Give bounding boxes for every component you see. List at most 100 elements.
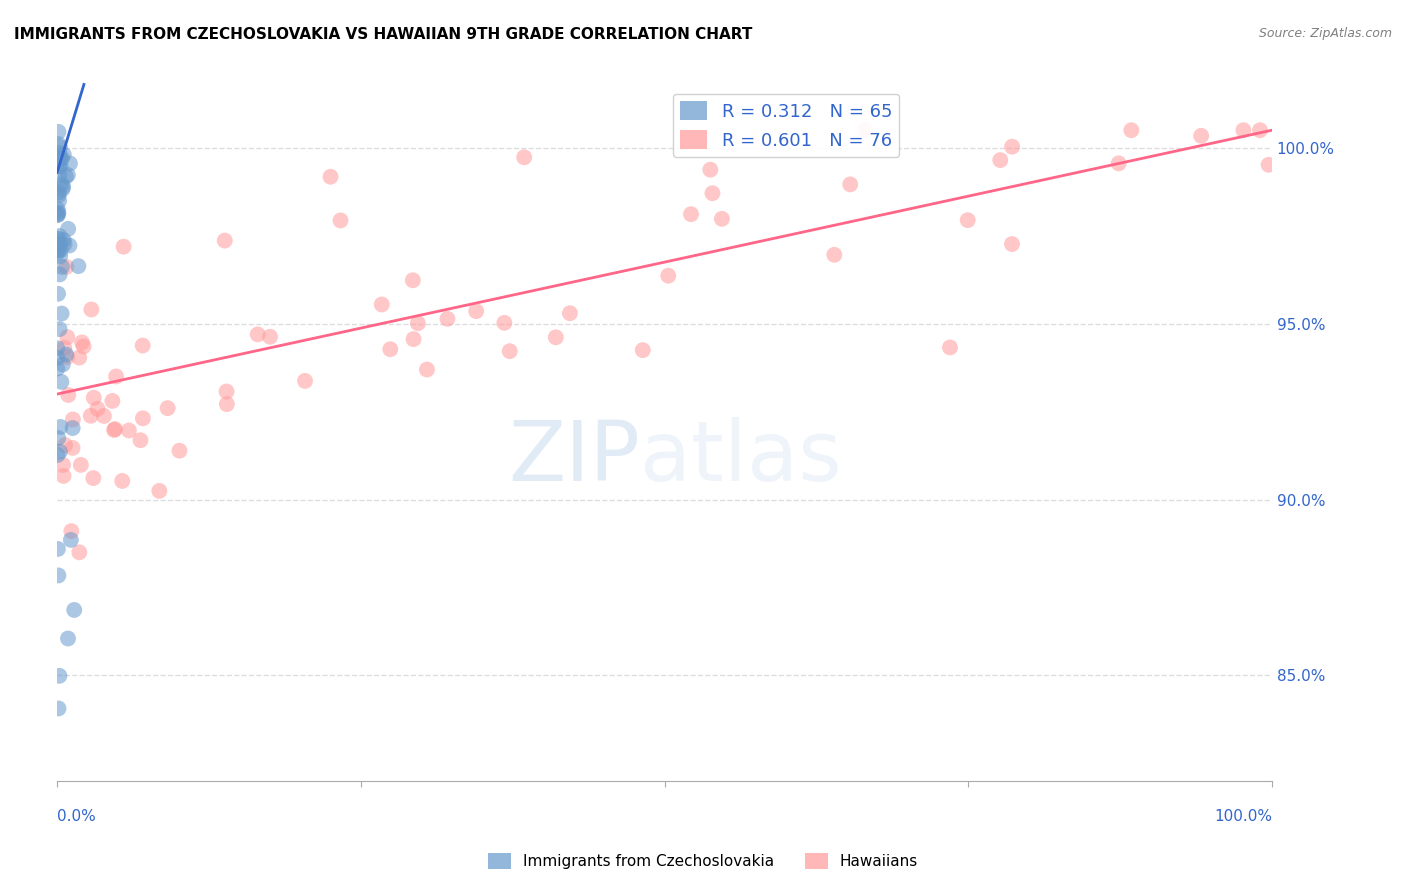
Point	[46, 431, 69, 445]
Point	[402, 332, 425, 346]
Text: 0.0%: 0.0%	[58, 809, 96, 824]
Point	[55, 260, 77, 274]
Point	[988, 153, 1011, 167]
Point	[80, 409, 103, 423]
Point	[62, 441, 84, 455]
Point	[67, 545, 90, 559]
Point	[101, 393, 124, 408]
Point	[46, 245, 69, 260]
Point	[59, 156, 82, 170]
Point	[839, 178, 862, 192]
Point	[132, 411, 155, 425]
Point	[62, 412, 84, 426]
Point	[48, 125, 70, 139]
Point	[51, 375, 73, 389]
Point	[86, 401, 108, 416]
Point	[679, 207, 702, 221]
Point	[93, 409, 115, 423]
Legend: R = 0.312   N = 65, R = 0.601   N = 76: R = 0.312 N = 65, R = 0.601 N = 76	[673, 94, 900, 157]
Point	[48, 168, 70, 182]
Point	[60, 524, 83, 538]
Point	[46, 202, 69, 217]
Point	[259, 330, 281, 344]
Point	[48, 205, 70, 219]
Point	[56, 632, 79, 646]
Point	[46, 244, 69, 258]
Point	[52, 182, 75, 196]
Point	[1249, 123, 1271, 137]
Point	[46, 351, 69, 365]
Point	[83, 391, 105, 405]
Point	[465, 304, 488, 318]
Point	[1257, 158, 1279, 172]
Point	[558, 306, 581, 320]
Point	[48, 568, 70, 582]
Point	[48, 701, 70, 715]
Point	[48, 194, 70, 208]
Point	[406, 316, 429, 330]
Point	[55, 169, 77, 184]
Point	[631, 343, 654, 358]
Point	[49, 243, 72, 257]
Point	[62, 421, 84, 435]
Point	[169, 443, 191, 458]
Point	[499, 344, 522, 359]
Text: atlas: atlas	[640, 417, 842, 498]
Point	[52, 458, 75, 472]
Point	[105, 369, 128, 384]
Point	[72, 339, 94, 353]
Point	[1001, 139, 1024, 153]
Point	[214, 234, 236, 248]
Point	[49, 151, 72, 165]
Point	[51, 260, 73, 274]
Point	[1001, 237, 1024, 252]
Legend: Immigrants from Czechoslovakia, Hawaiians: Immigrants from Czechoslovakia, Hawaiian…	[482, 847, 924, 875]
Point	[131, 338, 153, 352]
Point	[46, 208, 69, 222]
Point	[657, 268, 679, 283]
Point	[49, 152, 72, 166]
Point	[416, 362, 439, 376]
Text: IMMIGRANTS FROM CZECHOSLOVAKIA VS HAWAIIAN 9TH GRADE CORRELATION CHART: IMMIGRANTS FROM CZECHOSLOVAKIA VS HAWAII…	[14, 27, 752, 42]
Point	[46, 232, 69, 246]
Point	[46, 286, 69, 301]
Point	[82, 471, 104, 485]
Point	[513, 150, 536, 164]
Point	[48, 145, 70, 160]
Point	[46, 243, 69, 257]
Point	[46, 156, 69, 170]
Point	[118, 424, 141, 438]
Point	[494, 316, 516, 330]
Text: Source: ZipAtlas.com: Source: ZipAtlas.com	[1258, 27, 1392, 40]
Point	[402, 273, 425, 287]
Point	[56, 222, 79, 236]
Point	[46, 208, 69, 222]
Point	[294, 374, 316, 388]
Point	[148, 483, 170, 498]
Point	[1189, 128, 1212, 143]
Point	[46, 448, 69, 462]
Point	[215, 397, 238, 411]
Point	[855, 123, 877, 137]
Point	[70, 458, 93, 472]
Point	[56, 350, 79, 364]
Point	[48, 159, 70, 173]
Point	[49, 420, 72, 434]
Point	[939, 341, 962, 355]
Point	[52, 179, 75, 194]
Point	[246, 327, 269, 342]
Point	[699, 162, 721, 177]
Point	[544, 330, 567, 344]
Point	[329, 213, 352, 227]
Point	[129, 434, 152, 448]
Point	[56, 330, 79, 344]
Point	[156, 401, 179, 416]
Point	[710, 211, 733, 226]
Point	[48, 229, 70, 244]
Point	[380, 343, 402, 357]
Point	[49, 444, 72, 458]
Point	[823, 248, 845, 262]
Point	[49, 159, 72, 173]
Point	[51, 306, 73, 320]
Point	[215, 384, 238, 399]
